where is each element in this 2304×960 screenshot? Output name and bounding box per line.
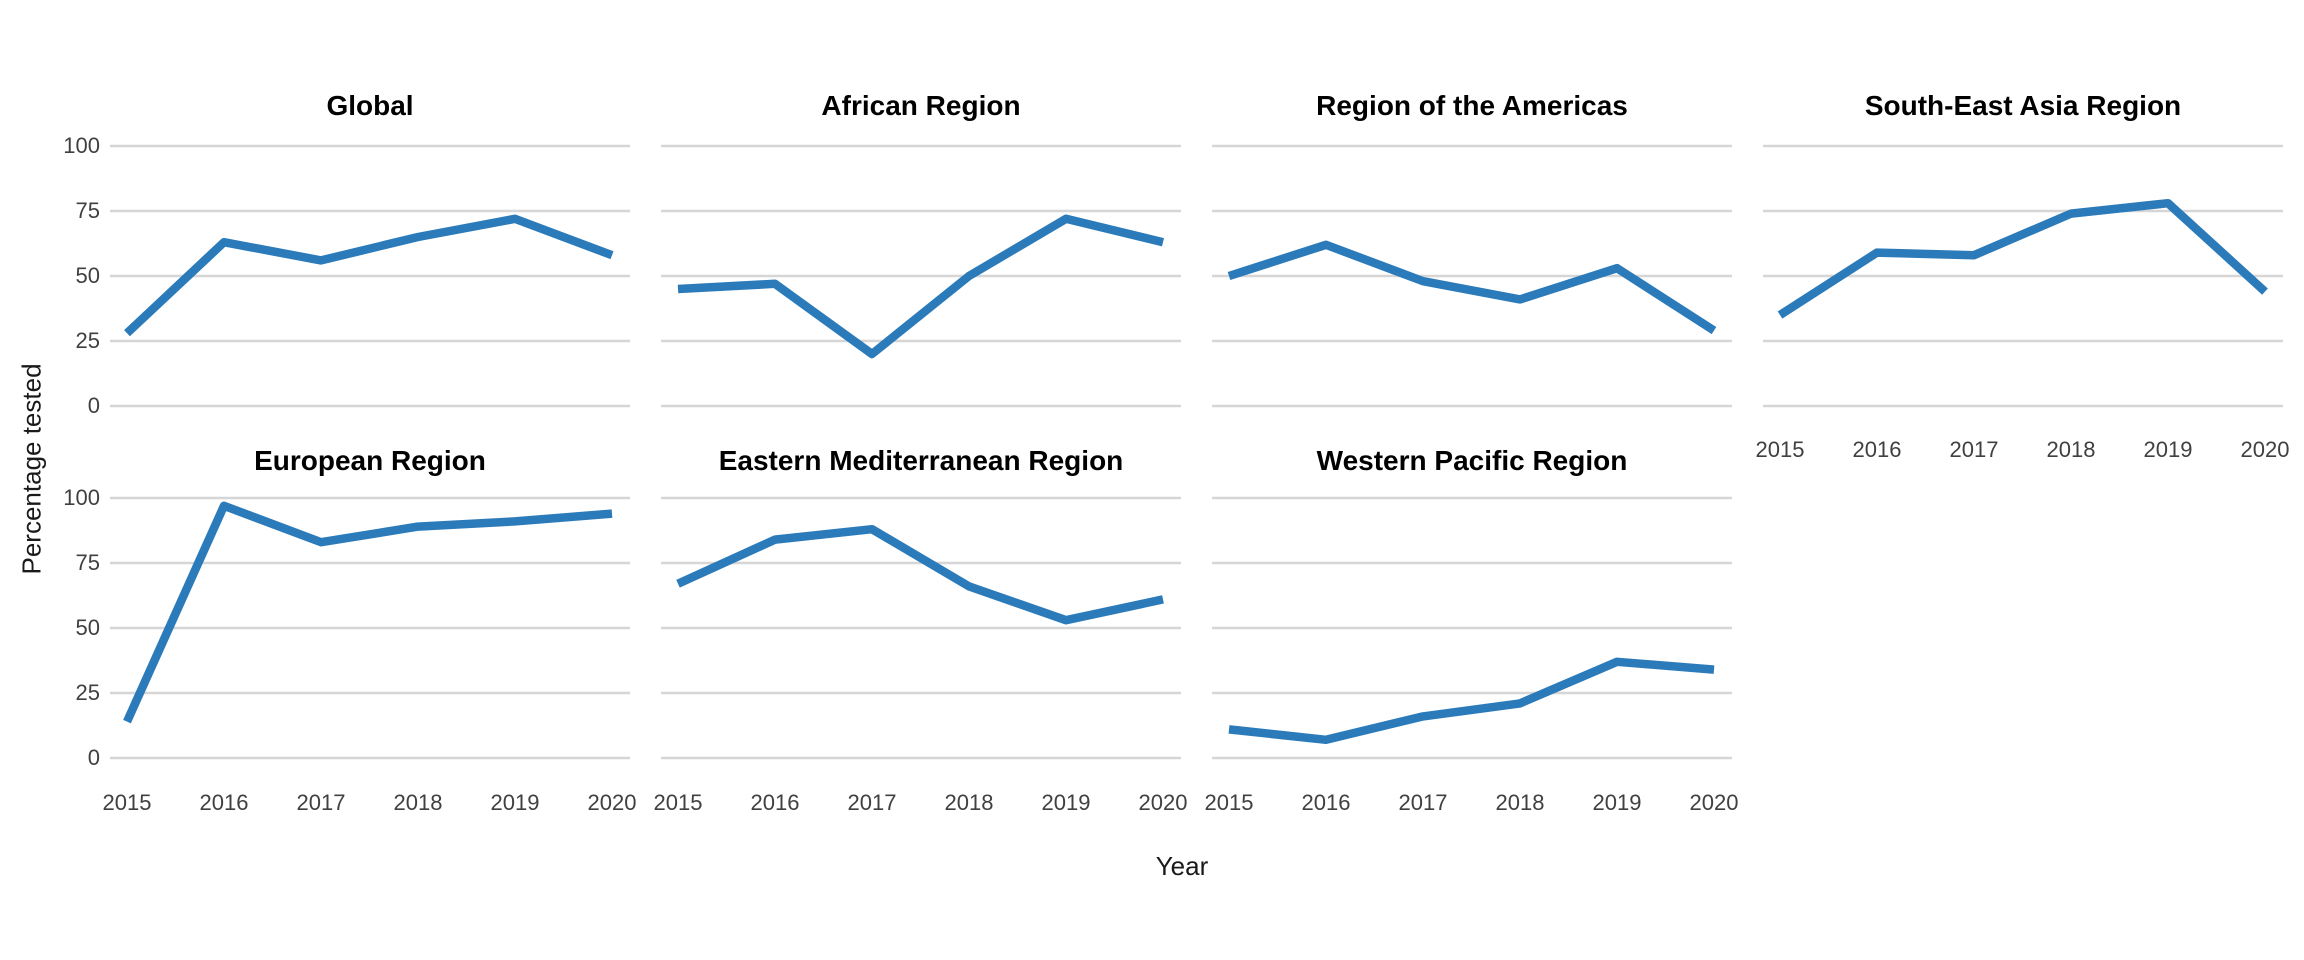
x-tick-label: 2019 <box>1041 790 1091 815</box>
x-tick-label: 2016 <box>1852 437 1902 462</box>
x-axis-title: Year <box>1155 851 1209 881</box>
facet-plot <box>661 496 1181 760</box>
x-tick-label: 2017 <box>296 790 346 815</box>
facet-title: Western Pacific Region <box>1316 445 1628 476</box>
x-tick-label: 2019 <box>1592 790 1642 815</box>
x-tick-label: 2016 <box>199 790 249 815</box>
x-tick-label: 2015 <box>102 790 152 815</box>
y-tick-label: 50 <box>75 615 100 640</box>
facet-plot <box>1212 496 1732 760</box>
y-tick-label: 0 <box>87 393 100 418</box>
x-tick-label: 2017 <box>847 790 897 815</box>
x-tick-label: 2018 <box>2046 437 2096 462</box>
y-tick-label: 25 <box>75 680 100 705</box>
x-tick-label: 2020 <box>2240 437 2290 462</box>
y-axis-title: Percentage tested <box>16 363 47 575</box>
facet-plot <box>110 496 630 760</box>
facet-plot <box>110 144 630 408</box>
x-tick-label: 2015 <box>653 790 703 815</box>
x-tick-label: 2020 <box>1138 790 1188 815</box>
data-line <box>677 214 1164 359</box>
x-tick-label: 2018 <box>944 790 994 815</box>
y-tick-label: 50 <box>75 263 100 288</box>
data-line <box>676 524 1164 625</box>
data-line <box>1777 198 2268 319</box>
x-tick-label: 2016 <box>750 790 800 815</box>
data-line <box>124 214 614 337</box>
facet-title: Eastern Mediterranean Region <box>718 445 1124 476</box>
x-tick-label: 2020 <box>587 790 637 815</box>
facet-plot <box>1212 144 1732 408</box>
facet-title: African Region <box>821 90 1021 121</box>
facet-title: Region of the Americas <box>1316 90 1628 121</box>
x-tick-label: 2018 <box>1495 790 1545 815</box>
facet-plot <box>1763 144 2283 408</box>
y-tick-label: 75 <box>75 550 100 575</box>
y-tick-label: 75 <box>75 198 100 223</box>
x-tick-label: 2019 <box>2143 437 2193 462</box>
x-tick-label: 2016 <box>1301 790 1351 815</box>
facet-title: European Region <box>254 445 486 476</box>
x-tick-label: 2018 <box>393 790 443 815</box>
y-tick-label: 100 <box>63 485 100 510</box>
x-tick-label: 2015 <box>1755 437 1805 462</box>
x-tick-label: 2015 <box>1204 790 1254 815</box>
y-tick-label: 0 <box>87 745 100 770</box>
facet-plot <box>661 144 1181 408</box>
x-tick-label: 2020 <box>1689 790 1739 815</box>
data-line <box>1228 657 1715 745</box>
facet-title: South-East Asia Region <box>1864 90 2182 121</box>
y-tick-label: 100 <box>63 133 100 158</box>
x-tick-label: 2017 <box>1949 437 1999 462</box>
data-line <box>123 501 613 724</box>
x-tick-label: 2017 <box>1398 790 1448 815</box>
y-tick-label: 25 <box>75 328 100 353</box>
data-line <box>1227 240 1717 335</box>
facet-title: Global <box>326 90 414 121</box>
x-tick-label: 2019 <box>490 790 540 815</box>
